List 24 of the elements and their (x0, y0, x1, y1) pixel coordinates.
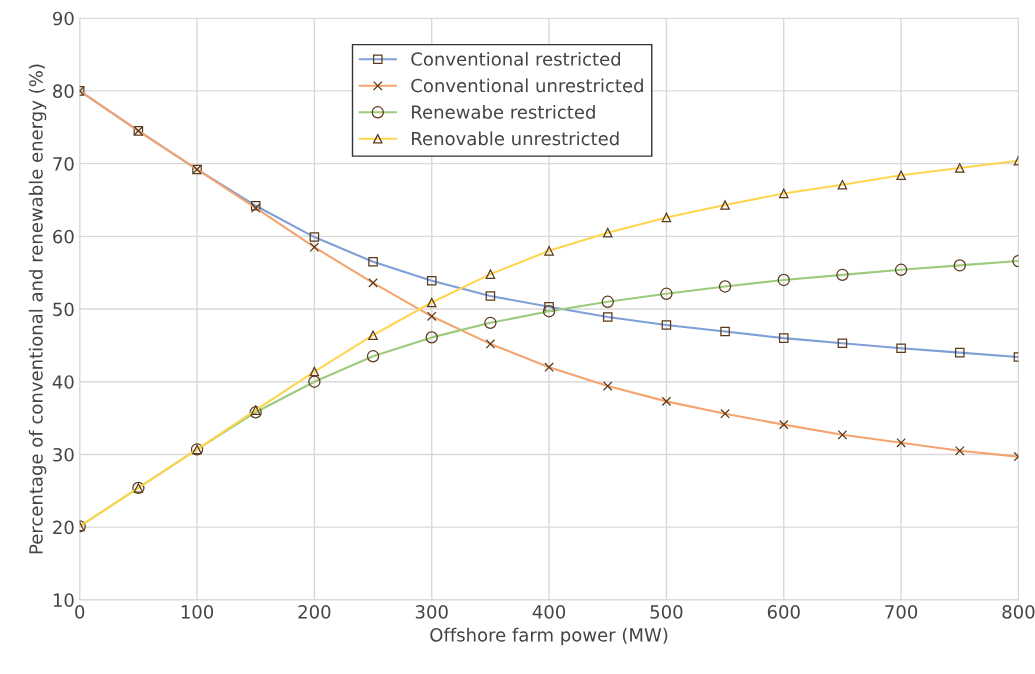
y-tick-label: 40 (52, 375, 74, 389)
x-tick-label: 600 (767, 605, 800, 619)
y-tick-label: 30 (53, 447, 74, 462)
y-tick-label: 80 (53, 84, 74, 99)
x-tick-label: 800 (1002, 605, 1035, 619)
y-tick-label: 10 (53, 593, 74, 607)
x-tick-label: 200 (298, 605, 331, 619)
x-tick-label: 500 (650, 605, 683, 619)
y-axis-title: Percentage of conventional and renewable energy (%) (28, 64, 47, 554)
legend-label: Conventional unrestricted (411, 78, 643, 93)
y-tick-label: 70 (53, 157, 74, 171)
y-tick-label: 20 (53, 520, 74, 535)
x-tick-label: 700 (885, 605, 918, 619)
legend-label: Renewabe restricted (412, 104, 595, 119)
y-tick-label: 90 (53, 11, 74, 26)
x-tick-label: 400 (532, 605, 566, 619)
x-tick-label: 100 (181, 605, 214, 619)
x-axis-title: Offshore farm power (MW) (430, 627, 668, 646)
x-tick-label: 300 (415, 605, 448, 619)
x-tick-label: 0 (75, 605, 85, 619)
y-tick-label: 50 (53, 302, 74, 317)
y-tick-label: 60 (53, 229, 74, 244)
legend-label: Conventional restricted (411, 51, 621, 66)
legend-label: Renovable unrestricted (412, 131, 619, 146)
